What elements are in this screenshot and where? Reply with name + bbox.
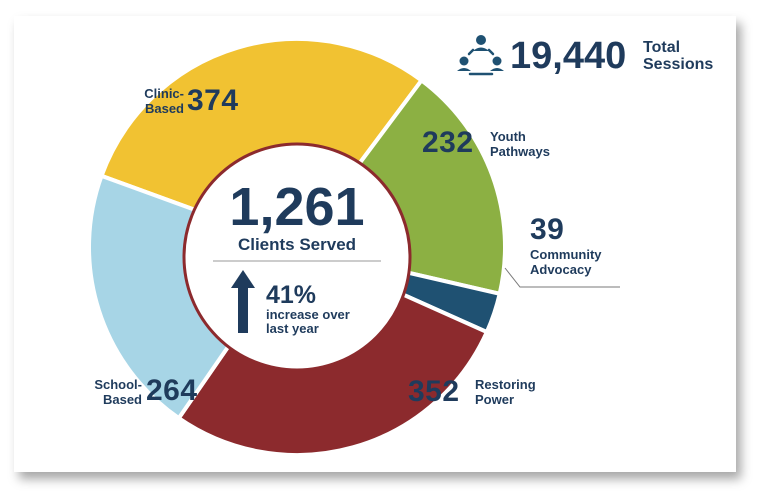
community-leader-line — [504, 267, 620, 288]
increase-value: 41% — [266, 281, 317, 309]
restoring-power-value: 352 — [408, 375, 460, 408]
youth-pathways-value: 232 — [422, 126, 474, 159]
community-advocacy-label: Community Advocacy — [530, 247, 602, 277]
clinic-based-value: 374 — [187, 84, 239, 117]
restoring-power-label: Restoring Power — [475, 377, 536, 407]
clients-served-value: 1,261 — [229, 177, 365, 237]
slice-clinic-based — [98, 37, 425, 250]
clinic-based-label: Clinic- Based — [144, 86, 184, 116]
total-sessions-value: 19,440 — [510, 35, 627, 77]
increase-label: increase over last year — [266, 307, 350, 336]
people-network-icon — [457, 35, 504, 76]
youth-pathways-label: Youth Pathways — [490, 129, 550, 159]
total-sessions-label: Total Sessions — [643, 39, 714, 73]
up-arrow-icon — [231, 270, 255, 333]
school-based-label: School- Based — [94, 377, 142, 407]
school-based-value: 264 — [146, 374, 198, 407]
clients-served-label: Clients Served — [237, 235, 357, 254]
community-advocacy-value: 39 — [530, 213, 565, 246]
